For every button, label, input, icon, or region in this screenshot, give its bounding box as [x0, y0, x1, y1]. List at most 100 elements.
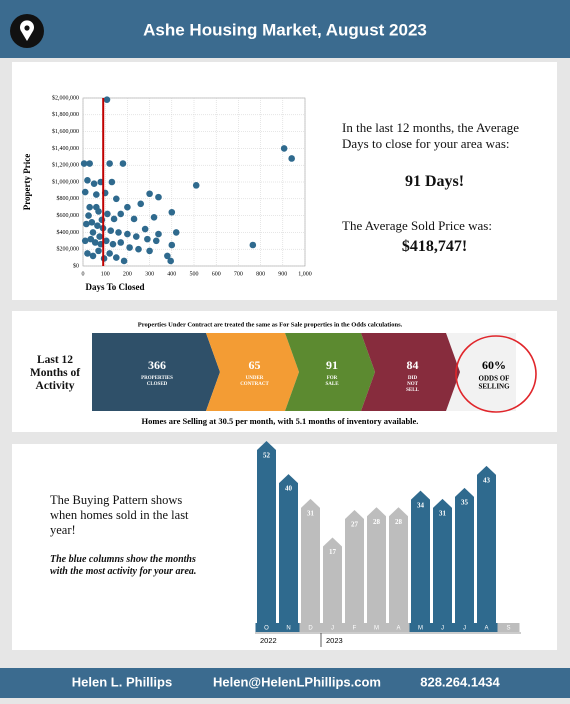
days-intro: In the last 12 months, the Average Days … [342, 120, 520, 151]
scatter-point [146, 247, 153, 255]
header-bar [0, 0, 570, 58]
scatter-point [106, 160, 113, 167]
step-label: CLOSED [147, 382, 168, 387]
days-value: 91 Days! [404, 173, 465, 190]
category-strip [255, 623, 278, 632]
scatter-point [124, 230, 131, 238]
x-tick-label: A [484, 626, 488, 632]
step-label: FOR [327, 376, 338, 381]
x-tick-label: 400 [167, 271, 176, 277]
x-tick-label: M [418, 626, 423, 632]
scatter-point [81, 188, 89, 196]
bar-value-label: 40 [285, 485, 293, 493]
scatter-point [155, 230, 162, 238]
bar [411, 490, 430, 623]
step-label: DID [408, 376, 418, 381]
bar-value-label: 52 [263, 452, 271, 460]
scatter-point [103, 237, 110, 245]
odds-label: SELLING [478, 383, 510, 391]
scatter-point [104, 210, 111, 218]
scatter-point [132, 233, 140, 240]
odds-label: ODDS OF [479, 375, 510, 383]
x-tick-label: F [353, 626, 357, 632]
bar-value-label: 17 [329, 548, 337, 556]
category-strip [431, 623, 454, 632]
scatter-point [137, 200, 145, 208]
price-intro: The Average Sold Price was: [342, 218, 492, 233]
scatter-point [167, 257, 174, 265]
category-strip [343, 623, 366, 632]
y-tick-label: $200,000 [57, 246, 80, 253]
scatter-point [146, 190, 153, 198]
scatter-point [80, 160, 88, 167]
pin-hole [24, 25, 30, 31]
scatter-point [81, 237, 89, 245]
x-tick-label: O [264, 626, 269, 632]
scatter-point [280, 145, 288, 152]
x-tick-label: 300 [145, 271, 154, 277]
scatter-point [106, 250, 113, 257]
group-label: 2023 [326, 636, 343, 645]
y-tick-label: $400,000 [57, 229, 80, 236]
header-title: Ashe Housing Market, August 2023 [143, 20, 427, 39]
scatter-point [95, 247, 102, 255]
scatter-point [249, 241, 257, 249]
step-label: SALE [325, 382, 339, 387]
scatter-point [113, 254, 120, 261]
bar-value-label: 34 [417, 501, 425, 509]
category-strip [277, 623, 300, 632]
scatter-point [168, 208, 176, 216]
y-tick-label: $2,000,000 [52, 94, 79, 101]
y-tick-label: $1,400,000 [52, 145, 79, 152]
scatter-point [119, 160, 127, 167]
scatter-point [164, 252, 171, 260]
scatter-point [84, 250, 91, 257]
x-tick-label: 600 [212, 271, 221, 277]
odds-circle [455, 335, 537, 413]
scatter-point [88, 219, 96, 226]
category-strip [387, 623, 410, 632]
bar [279, 474, 298, 623]
activity-step [361, 333, 460, 411]
scatter-point [141, 225, 149, 233]
scatter-point [85, 212, 92, 219]
footer-phone: 828.264.1434 [420, 674, 500, 689]
scatter-point [126, 244, 133, 251]
scatter-point [93, 191, 100, 198]
pattern-note: The blue columns show the months with th… [50, 554, 197, 577]
scatter-point [172, 229, 180, 236]
scatter-point [120, 257, 128, 265]
y-tick-label: $1,800,000 [52, 111, 79, 118]
scatter-point [168, 241, 176, 249]
scatter-point [109, 240, 117, 248]
scatter-point [86, 160, 93, 167]
x-tick-label: N [286, 626, 290, 632]
bar [257, 441, 276, 623]
scatter-point [84, 177, 91, 184]
scatter-point [91, 239, 99, 246]
footer-name: Helen L. Phillips [72, 674, 172, 689]
bar [345, 509, 364, 623]
bar [389, 507, 408, 623]
step-label: CONTRACT [240, 382, 269, 387]
bar-value-label: 31 [307, 510, 315, 518]
scatter-point [115, 229, 122, 236]
y-tick-label: $1,000,000 [52, 178, 79, 185]
bar [323, 537, 342, 623]
x-tick-label: M [374, 626, 379, 632]
step-value: 65 [249, 358, 261, 372]
pattern-text: The Buying Pattern shows when homes sold… [50, 493, 189, 537]
category-strip [365, 623, 388, 632]
bar [433, 498, 452, 623]
x-tick-label: A [396, 626, 400, 632]
x-tick-label: D [308, 626, 313, 632]
category-strip [497, 623, 520, 632]
scatter-point [90, 180, 98, 187]
category-strip [321, 623, 344, 632]
scatter-point [103, 96, 111, 103]
activity-step [92, 333, 220, 411]
x-tick-label: 800 [256, 271, 265, 277]
x-tick-label: 100 [101, 271, 110, 277]
bar-value-label: 28 [373, 518, 381, 526]
pin-shape [19, 20, 34, 41]
